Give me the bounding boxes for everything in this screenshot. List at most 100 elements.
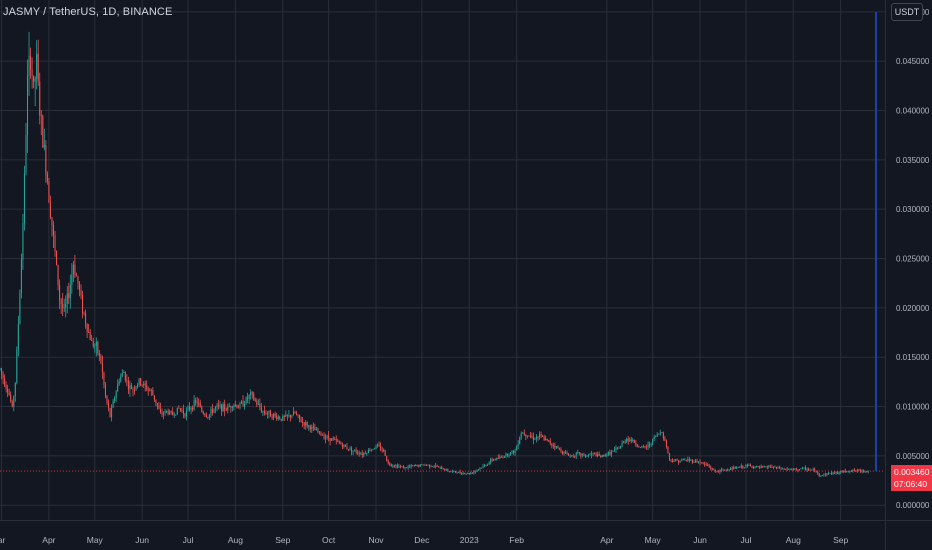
- candle-body: [237, 407, 239, 409]
- candle: [259, 398, 261, 411]
- candle-body: [571, 455, 573, 457]
- candle: [28, 31, 30, 96]
- candle-body: [202, 411, 204, 414]
- candle-body: [722, 469, 724, 471]
- candle: [59, 279, 61, 310]
- candle: [83, 311, 85, 316]
- candle: [555, 445, 557, 449]
- candle-body: [89, 331, 91, 341]
- candle-body: [401, 466, 403, 468]
- candle-body: [490, 459, 492, 463]
- candle-body: [609, 451, 611, 455]
- candle: [72, 260, 74, 283]
- candle-body: [690, 459, 692, 461]
- candle-body: [627, 438, 629, 441]
- x-tick-label: Apr: [42, 535, 55, 545]
- candle-body: [378, 444, 380, 446]
- candle-body: [494, 459, 496, 461]
- candle-body: [815, 471, 817, 473]
- candle: [513, 450, 515, 456]
- candle-body: [560, 448, 562, 452]
- candle-body: [224, 404, 226, 411]
- candle-body: [433, 466, 435, 468]
- candle-body: [123, 372, 125, 373]
- candle-body: [566, 452, 568, 455]
- candle: [783, 467, 785, 471]
- candle-body: [797, 469, 799, 471]
- candle: [346, 443, 348, 450]
- candle: [477, 468, 479, 471]
- candle-body: [280, 418, 282, 421]
- candle-body: [546, 438, 548, 441]
- candle-body: [347, 449, 350, 450]
- candle-body: [756, 466, 758, 467]
- symbol-title: JASMY / TetherUS, 1D, BINANCE: [3, 6, 173, 18]
- candle: [132, 386, 134, 397]
- candle: [496, 457, 498, 461]
- candle-body: [344, 444, 346, 447]
- candle-body: [615, 447, 617, 450]
- candle: [694, 458, 697, 464]
- candle: [687, 456, 689, 462]
- candle: [649, 441, 651, 449]
- candle: [291, 414, 293, 419]
- candle: [809, 468, 811, 471]
- candle: [756, 465, 758, 468]
- candle-body: [808, 469, 810, 471]
- candle: [818, 473, 820, 477]
- candle: [610, 449, 612, 458]
- candle-body: [222, 404, 224, 412]
- candle: [373, 447, 376, 450]
- candle: [192, 405, 194, 412]
- candle: [509, 452, 512, 456]
- candle: [384, 449, 386, 457]
- candle-body: [789, 468, 791, 470]
- candle-body: [318, 431, 320, 433]
- candle-body: [384, 449, 386, 456]
- candle-body: [493, 459, 495, 461]
- candle: [785, 468, 787, 470]
- candle-body: [207, 417, 209, 418]
- candle: [103, 371, 105, 389]
- candle: [188, 402, 191, 412]
- candle-body: [561, 451, 564, 454]
- x-tick-label: 2023: [460, 535, 479, 545]
- candle-body: [412, 465, 414, 467]
- candle-body: [383, 449, 385, 451]
- candle: [347, 449, 350, 452]
- candle: [653, 434, 655, 441]
- candle-body: [153, 395, 155, 400]
- candle-body: [292, 411, 295, 416]
- candle-body: [120, 376, 122, 382]
- candle-body: [535, 436, 538, 439]
- candle: [22, 213, 24, 270]
- candle-body: [733, 467, 735, 470]
- candle: [526, 435, 528, 439]
- candle: [464, 472, 466, 475]
- y-tick-label: 0.010000: [896, 403, 930, 412]
- candle: [442, 467, 444, 470]
- candle-body: [652, 438, 654, 445]
- candle-body: [117, 383, 119, 392]
- candle: [326, 434, 328, 440]
- grid: [0, 0, 885, 520]
- candle-body: [260, 407, 262, 412]
- candle-body: [95, 341, 97, 346]
- candle: [676, 458, 678, 461]
- candle-body: [308, 425, 310, 427]
- candle: [129, 380, 131, 397]
- candle: [416, 464, 418, 467]
- candle-body: [201, 407, 203, 412]
- candle: [109, 407, 111, 418]
- candle: [795, 467, 797, 471]
- candle: [305, 420, 307, 430]
- candle: [424, 463, 426, 467]
- currency-button[interactable]: USDT: [891, 3, 923, 21]
- candle-body: [354, 449, 356, 451]
- candle: [641, 445, 643, 449]
- candle-body: [51, 217, 53, 226]
- candle: [123, 370, 125, 373]
- y-tick-label: 0.040000: [896, 107, 930, 116]
